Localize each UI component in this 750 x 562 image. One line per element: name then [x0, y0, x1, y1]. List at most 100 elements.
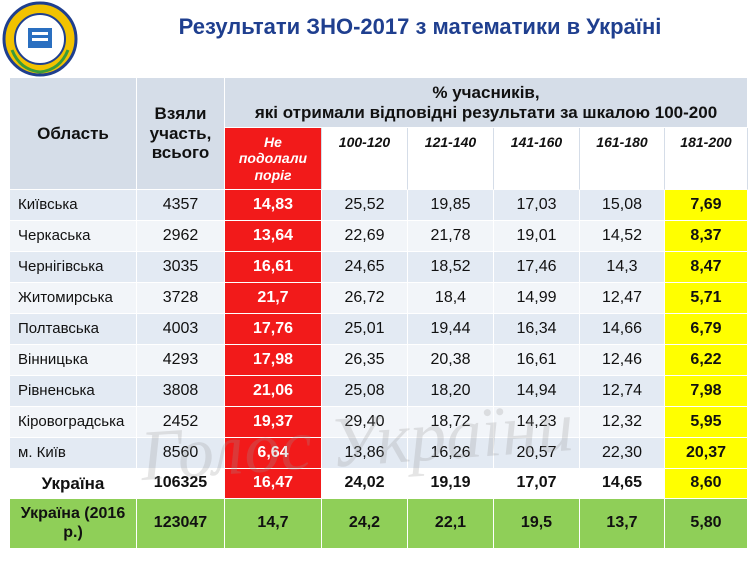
cell-value: 4003	[137, 314, 225, 345]
cell-value: 21,78	[408, 221, 494, 252]
cell-value: 26,35	[322, 345, 408, 376]
row-label: Полтавська	[10, 314, 137, 345]
cell-value: 15,08	[580, 190, 665, 221]
cell-value: 16,34	[494, 314, 580, 345]
cell-value: 18,4	[408, 283, 494, 314]
group-header-line: % учасників,	[432, 82, 540, 102]
cell-value: 16,61	[225, 252, 322, 283]
row-label: Київська	[10, 190, 137, 221]
cell-value: 29,40	[322, 407, 408, 438]
cell-value: 14,99	[494, 283, 580, 314]
row-label: Черкаська	[10, 221, 137, 252]
cell-value: 24,65	[322, 252, 408, 283]
cell-value: 14,65	[580, 469, 665, 499]
cell-value: 25,08	[322, 376, 408, 407]
cell-value: 14,83	[225, 190, 322, 221]
cell-value: 3808	[137, 376, 225, 407]
cell-value: 5,80	[665, 499, 748, 549]
cell-value: 22,30	[580, 438, 665, 469]
cell-value: 20,38	[408, 345, 494, 376]
row-label: Україна (2016 р.)	[10, 499, 137, 549]
cell-value: 17,76	[225, 314, 322, 345]
row-label: Рівненська	[10, 376, 137, 407]
sub-header: 181-200	[665, 128, 748, 190]
cell-value: 17,07	[494, 469, 580, 499]
cell-value: 18,20	[408, 376, 494, 407]
cell-value: 19,44	[408, 314, 494, 345]
cell-value: 13,7	[580, 499, 665, 549]
cell-value: 12,47	[580, 283, 665, 314]
cell-value: 2962	[137, 221, 225, 252]
cell-value: 12,74	[580, 376, 665, 407]
cell-value: 4357	[137, 190, 225, 221]
cell-value: 8,47	[665, 252, 748, 283]
cell-value: 19,5	[494, 499, 580, 549]
cell-value: 25,52	[322, 190, 408, 221]
column-header: Взяли участь, всього	[137, 78, 225, 190]
row-label: Житомирська	[10, 283, 137, 314]
column-header: Область	[10, 78, 137, 190]
cell-value: 12,46	[580, 345, 665, 376]
cell-value: 21,06	[225, 376, 322, 407]
cell-value: 26,72	[322, 283, 408, 314]
cell-value: 3035	[137, 252, 225, 283]
cell-value: 20,37	[665, 438, 748, 469]
cell-value: 7,69	[665, 190, 748, 221]
cell-value: 3728	[137, 283, 225, 314]
cell-value: 18,72	[408, 407, 494, 438]
cell-value: 6,64	[225, 438, 322, 469]
cell-value: 8560	[137, 438, 225, 469]
cell-value: 17,98	[225, 345, 322, 376]
row-label: Вінницька	[10, 345, 137, 376]
cell-value: 8,37	[665, 221, 748, 252]
cell-value: 20,57	[494, 438, 580, 469]
row-label: Кіровоградська	[10, 407, 137, 438]
cell-value: 4293	[137, 345, 225, 376]
cell-value: 6,79	[665, 314, 748, 345]
cell-value: 16,61	[494, 345, 580, 376]
group-header: % учасників, які отримали відповідні резу…	[225, 78, 748, 128]
cell-value: 25,01	[322, 314, 408, 345]
cell-value: 5,71	[665, 283, 748, 314]
cell-value: 8,60	[665, 469, 748, 499]
cell-value: 14,3	[580, 252, 665, 283]
cell-value: 17,03	[494, 190, 580, 221]
cell-value: 14,66	[580, 314, 665, 345]
sub-header: 141-160	[494, 128, 580, 190]
sub-header: Не подолали поріг	[225, 128, 322, 190]
cell-value: 24,2	[322, 499, 408, 549]
cell-value: 19,85	[408, 190, 494, 221]
cell-value: 13,64	[225, 221, 322, 252]
cell-value: 6,22	[665, 345, 748, 376]
cell-value: 7,98	[665, 376, 748, 407]
sub-header: 161-180	[580, 128, 665, 190]
cell-value: 19,01	[494, 221, 580, 252]
cell-value: 14,7	[225, 499, 322, 549]
sub-header: 100-120	[322, 128, 408, 190]
cell-value: 13,86	[322, 438, 408, 469]
group-header-line: які отримали відповідні результати за шк…	[254, 102, 718, 122]
cell-value: 14,94	[494, 376, 580, 407]
cell-value: 19,19	[408, 469, 494, 499]
logo	[2, 1, 78, 77]
cell-value: 2452	[137, 407, 225, 438]
row-label: м. Київ	[10, 438, 137, 469]
cell-value: 16,26	[408, 438, 494, 469]
cell-value: 19,37	[225, 407, 322, 438]
cell-value: 21,7	[225, 283, 322, 314]
cell-value: 14,52	[580, 221, 665, 252]
row-label: Чернігівська	[10, 252, 137, 283]
cell-value: 18,52	[408, 252, 494, 283]
cell-value: 16,47	[225, 469, 322, 499]
sub-header: 121-140	[408, 128, 494, 190]
cell-value: 14,23	[494, 407, 580, 438]
cell-value: 5,95	[665, 407, 748, 438]
cell-value: 106325	[137, 469, 225, 499]
cell-value: 12,32	[580, 407, 665, 438]
cell-value: 22,69	[322, 221, 408, 252]
cell-value: 123047	[137, 499, 225, 549]
title: Результати ЗНО-2017 з математики в Украї…	[178, 14, 662, 39]
cell-value: 24,02	[322, 469, 408, 499]
